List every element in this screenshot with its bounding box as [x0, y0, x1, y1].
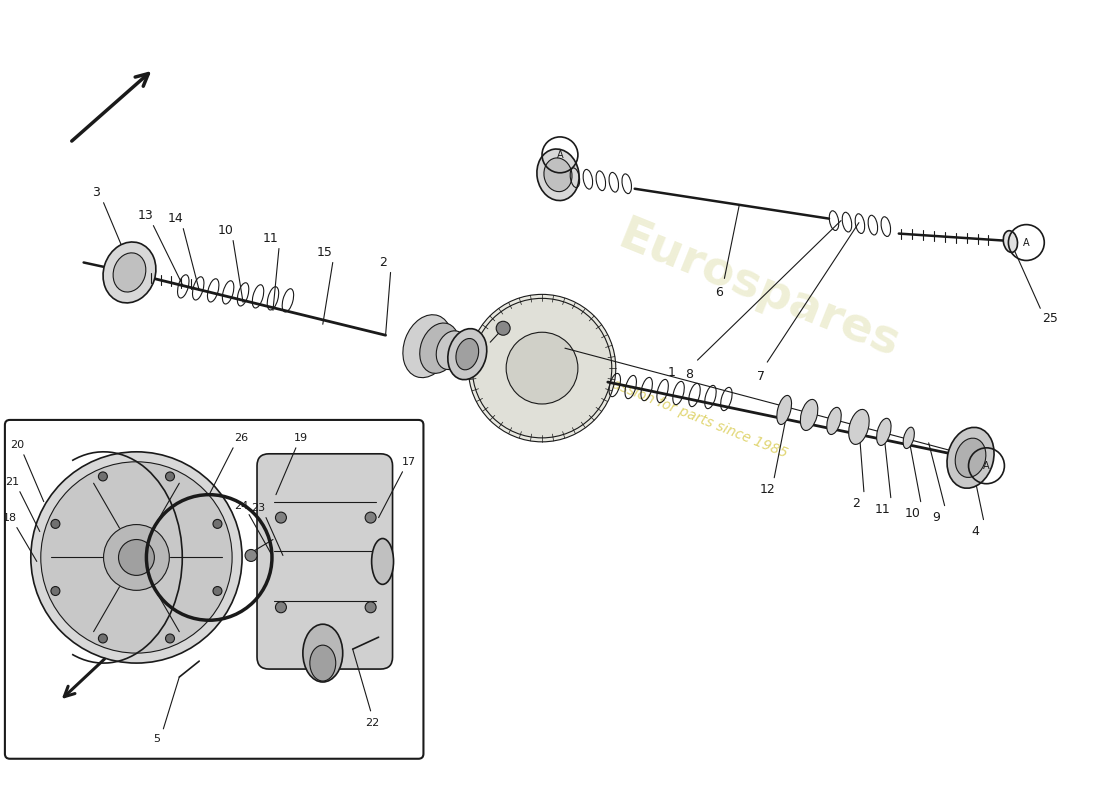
- Text: 10: 10: [217, 224, 233, 237]
- Ellipse shape: [903, 427, 914, 449]
- FancyBboxPatch shape: [257, 454, 393, 669]
- Text: 3: 3: [91, 186, 99, 199]
- Text: 21: 21: [4, 477, 19, 486]
- Ellipse shape: [455, 338, 478, 370]
- Text: 14: 14: [167, 212, 184, 225]
- Circle shape: [245, 550, 257, 562]
- Text: 19: 19: [294, 433, 308, 443]
- Circle shape: [98, 472, 108, 481]
- Circle shape: [213, 586, 222, 595]
- FancyBboxPatch shape: [4, 420, 424, 758]
- Ellipse shape: [849, 410, 869, 445]
- Text: 12: 12: [759, 483, 775, 496]
- Text: 13: 13: [138, 209, 153, 222]
- Circle shape: [506, 332, 578, 404]
- Text: 17: 17: [402, 457, 416, 466]
- Circle shape: [165, 472, 175, 481]
- Circle shape: [469, 294, 616, 442]
- Ellipse shape: [113, 253, 146, 292]
- Text: A: A: [557, 150, 563, 160]
- Circle shape: [51, 586, 59, 595]
- Ellipse shape: [827, 407, 842, 434]
- Text: 24: 24: [234, 501, 249, 510]
- Ellipse shape: [302, 624, 343, 682]
- Text: 22: 22: [365, 718, 380, 728]
- Text: 8: 8: [685, 367, 693, 381]
- Circle shape: [275, 602, 286, 613]
- Text: 20: 20: [10, 440, 24, 450]
- Text: 26: 26: [234, 433, 249, 443]
- Ellipse shape: [448, 329, 487, 380]
- Circle shape: [31, 452, 242, 663]
- Ellipse shape: [372, 538, 394, 584]
- Ellipse shape: [310, 645, 336, 681]
- Text: A: A: [983, 461, 990, 470]
- Circle shape: [119, 539, 154, 575]
- Ellipse shape: [947, 427, 994, 488]
- Circle shape: [165, 634, 175, 643]
- Ellipse shape: [1003, 230, 1018, 253]
- Circle shape: [98, 634, 108, 643]
- Text: 5: 5: [153, 734, 159, 744]
- Circle shape: [103, 525, 169, 590]
- Circle shape: [496, 322, 510, 335]
- Text: 6: 6: [715, 286, 724, 299]
- Text: 2: 2: [852, 497, 860, 510]
- Text: 7: 7: [757, 370, 766, 382]
- Ellipse shape: [403, 314, 452, 378]
- Ellipse shape: [420, 323, 459, 374]
- Ellipse shape: [103, 242, 156, 303]
- Ellipse shape: [955, 438, 986, 478]
- Circle shape: [213, 519, 222, 528]
- Circle shape: [41, 462, 232, 653]
- Ellipse shape: [543, 158, 572, 192]
- Ellipse shape: [437, 331, 466, 370]
- Ellipse shape: [777, 395, 792, 425]
- Text: 15: 15: [317, 246, 332, 259]
- Text: 2: 2: [378, 256, 386, 269]
- Text: 18: 18: [3, 513, 16, 522]
- Circle shape: [51, 519, 59, 528]
- Text: a passion for parts since 1985: a passion for parts since 1985: [590, 369, 790, 461]
- Text: 23: 23: [251, 502, 265, 513]
- Circle shape: [365, 512, 376, 523]
- Circle shape: [275, 512, 286, 523]
- Text: 1: 1: [668, 366, 675, 378]
- Text: 11: 11: [263, 232, 278, 245]
- Text: Eurospares: Eurospares: [612, 214, 906, 367]
- Text: 9: 9: [933, 511, 940, 524]
- Circle shape: [472, 298, 612, 438]
- Circle shape: [365, 602, 376, 613]
- Ellipse shape: [801, 399, 817, 430]
- Text: 10: 10: [905, 507, 921, 520]
- Text: 4: 4: [971, 525, 979, 538]
- Text: A: A: [1023, 238, 1030, 247]
- Text: 25: 25: [1043, 312, 1058, 325]
- Ellipse shape: [537, 149, 579, 201]
- Ellipse shape: [877, 418, 891, 446]
- Text: 11: 11: [874, 503, 891, 516]
